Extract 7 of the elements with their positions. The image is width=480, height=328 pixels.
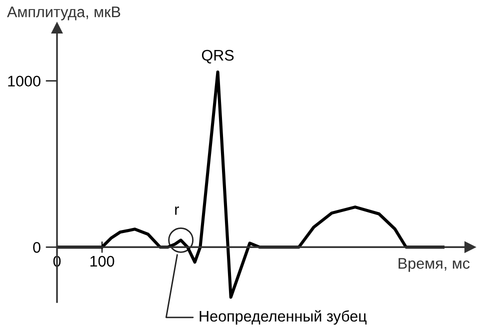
y-tick-label: 1000: [8, 76, 40, 87]
x-tick-label: 100: [90, 256, 114, 267]
y-axis-title: Амплитуда, мкВ: [7, 6, 120, 20]
annotation: r: [175, 206, 179, 215]
annotation: Неопределенный зубец: [200, 310, 367, 325]
annotation: QRS: [202, 50, 234, 64]
x-axis-title: Время, мс: [398, 258, 470, 272]
